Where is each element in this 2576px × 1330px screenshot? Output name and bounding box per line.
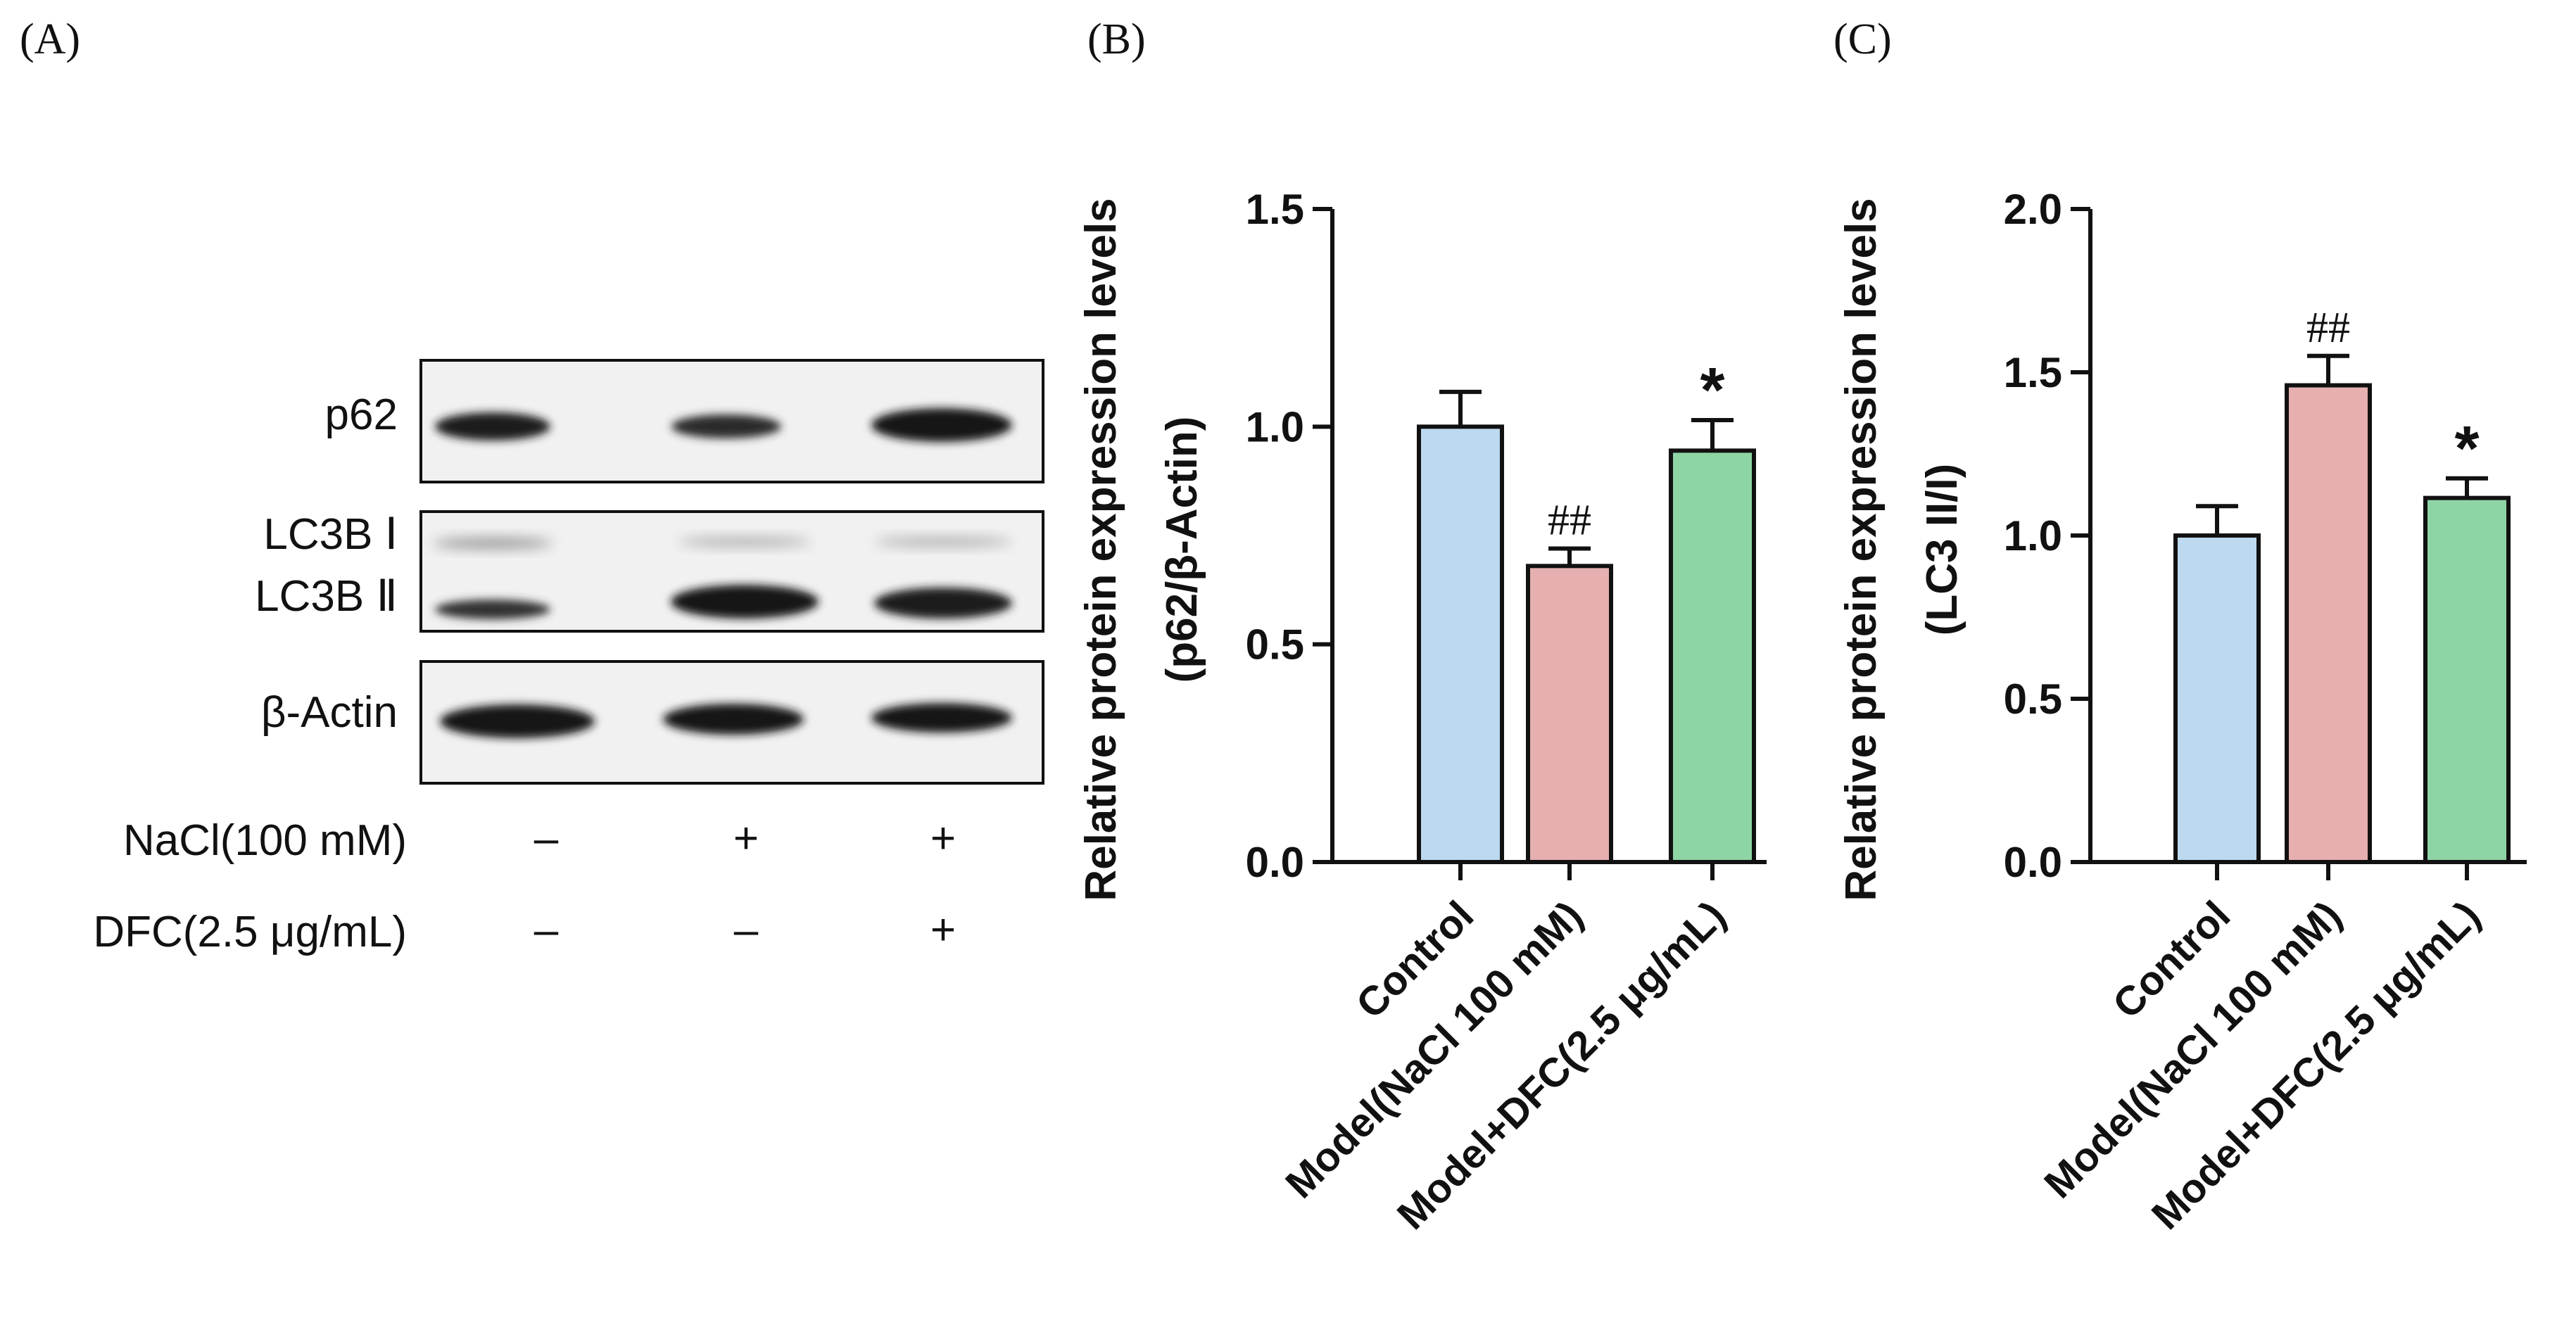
blot-membrane-p62	[419, 359, 1044, 483]
y-tick-label: 1.5	[2004, 349, 2062, 396]
panel-label-a: (A)	[20, 15, 80, 63]
treatment-mark: +	[733, 814, 759, 863]
bar	[2285, 383, 2372, 864]
treatment-label-dfc: DFC(2.5 μg/mL)	[93, 908, 407, 956]
bar	[1526, 564, 1613, 864]
significance-label: ##	[1548, 497, 1591, 545]
treatment-mark: +	[930, 814, 956, 863]
y-axis-label: Relative protein expression levels	[1077, 198, 1125, 901]
significance-label: *	[2454, 414, 2479, 484]
blot-label-lc3b-1: LC3B Ⅰ	[263, 510, 398, 559]
y-tick-label: 1.5	[1246, 186, 1304, 233]
y-tick-label: 0.0	[2004, 839, 2062, 886]
y-tick-label: 2.0	[2004, 186, 2062, 233]
bar	[1417, 424, 1504, 864]
y-axis-label-unit: (LC3 II/I)	[1918, 464, 1966, 636]
y-axis-label: Relative protein expression levels	[1837, 198, 1886, 901]
panel-label-b: (B)	[1087, 15, 1146, 63]
western-blot-panel: p62 LC3B Ⅰ LC3B Ⅱ β-Actin	[93, 359, 1044, 956]
y-tick-label: 0.5	[2004, 676, 2062, 723]
significance-label: *	[1700, 355, 1724, 426]
treatment-label-nacl: NaCl(100 mM)	[123, 816, 407, 865]
treatment-mark: –	[534, 814, 559, 863]
bar	[1669, 448, 1756, 864]
y-tick-label: 1.0	[1246, 403, 1304, 450]
significance-label: ##	[2306, 304, 2350, 352]
blot-label-beta-actin: β-Actin	[261, 688, 398, 737]
y-tick-label: 1.0	[2004, 512, 2062, 559]
treatment-mark: –	[534, 906, 559, 954]
blot-membrane-lc3b	[419, 510, 1044, 633]
treatment-mark: +	[930, 906, 956, 954]
blot-membrane-beta-actin	[419, 660, 1044, 785]
bar	[2173, 533, 2261, 864]
panel-label-c: (C)	[1833, 15, 1892, 63]
blot-label-lc3b-2: LC3B Ⅱ	[255, 572, 398, 621]
bar	[2423, 495, 2511, 864]
blot-label-p62: p62	[325, 391, 398, 439]
y-tick-label: 0.0	[1246, 839, 1304, 886]
y-tick-label: 0.5	[1246, 621, 1304, 669]
bar-chart-p62: 0.0 0.5 1.0 1.5 Relative protein expression …	[1077, 186, 1767, 1239]
y-axis-label-unit: (p62/β-Actin)	[1158, 417, 1206, 683]
treatment-mark: –	[734, 906, 759, 954]
bar-chart-lc3: 0.0 0.5 1.0 1.5 2.0 Relative protein expressi…	[1837, 186, 2527, 1239]
